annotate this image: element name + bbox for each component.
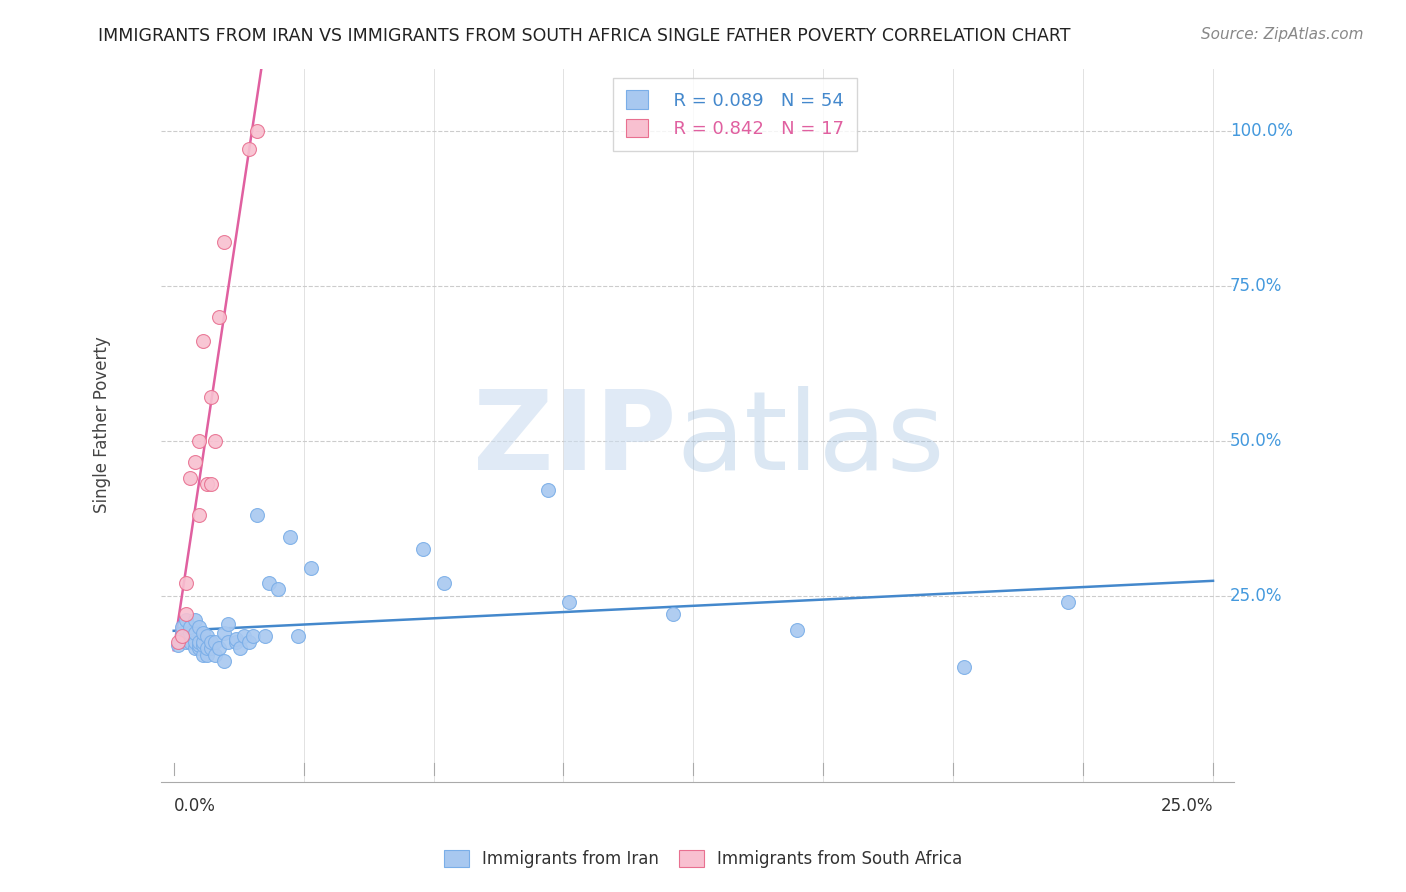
Point (233, 629, 256, 643)
Point (191, 638, 214, 652)
Point (187, 508, 209, 522)
Point (786, 623, 808, 637)
Text: 25.0%: 25.0% (1230, 587, 1282, 605)
Point (557, 595, 579, 609)
Point (195, 641, 218, 656)
Point (195, 477, 218, 491)
Point (254, 629, 277, 643)
Point (170, 629, 193, 643)
Point (200, 390, 222, 404)
Point (191, 635, 214, 649)
Legend:   R = 0.089   N = 54,   R = 0.842   N = 17: R = 0.089 N = 54, R = 0.842 N = 17 (613, 78, 856, 151)
Text: ZIP: ZIP (472, 386, 676, 493)
Point (183, 614, 205, 628)
Point (229, 641, 252, 656)
Point (208, 641, 231, 656)
Text: Source: ZipAtlas.com: Source: ZipAtlas.com (1201, 27, 1364, 42)
Point (187, 641, 209, 656)
Point (204, 635, 226, 649)
Text: 50.0%: 50.0% (1230, 432, 1282, 450)
Point (661, 607, 683, 622)
Point (242, 629, 264, 643)
Point (266, 582, 288, 597)
Point (195, 648, 218, 662)
Point (179, 635, 201, 649)
Point (179, 619, 201, 633)
Point (212, 625, 235, 640)
Point (179, 471, 201, 485)
Point (174, 632, 197, 646)
Point (299, 560, 322, 574)
Point (200, 635, 222, 649)
Text: 0.0%: 0.0% (174, 797, 215, 815)
Point (167, 638, 190, 652)
Point (412, 542, 434, 557)
Point (170, 625, 193, 640)
Point (225, 635, 247, 649)
Point (238, 635, 260, 649)
Text: 75.0%: 75.0% (1230, 277, 1282, 294)
Point (187, 638, 209, 652)
Point (174, 576, 197, 591)
Point (287, 629, 309, 643)
Point (167, 635, 190, 649)
Point (183, 625, 205, 640)
Point (212, 654, 235, 668)
Point (238, 142, 260, 156)
Point (191, 625, 214, 640)
Point (246, 123, 269, 137)
Point (174, 607, 197, 622)
Point (170, 619, 193, 633)
Point (183, 455, 205, 469)
Point (204, 434, 226, 448)
Text: IMMIGRANTS FROM IRAN VS IMMIGRANTS FROM SOUTH AFRICA SINGLE FATHER POVERTY CORRE: IMMIGRANTS FROM IRAN VS IMMIGRANTS FROM … (98, 27, 1071, 45)
Point (952, 660, 974, 674)
Point (191, 648, 214, 662)
Point (200, 641, 222, 656)
Point (187, 635, 209, 649)
Point (183, 641, 205, 656)
Point (187, 619, 209, 633)
Point (208, 310, 231, 324)
Point (195, 629, 218, 643)
Text: atlas: atlas (676, 386, 945, 493)
Point (246, 508, 269, 522)
Text: 100.0%: 100.0% (1230, 121, 1292, 139)
Point (433, 576, 456, 591)
Point (183, 635, 205, 649)
Point (1056, 595, 1078, 609)
Text: Single Father Poverty: Single Father Poverty (93, 336, 111, 514)
Point (200, 477, 222, 491)
Point (204, 648, 226, 662)
Point (212, 235, 235, 249)
Point (217, 616, 239, 631)
Point (217, 635, 239, 649)
Point (179, 625, 201, 640)
Point (259, 576, 281, 591)
Point (537, 483, 560, 498)
Text: 25.0%: 25.0% (1160, 797, 1213, 815)
Point (278, 530, 301, 544)
Point (174, 614, 197, 628)
Legend: Immigrants from Iran, Immigrants from South Africa: Immigrants from Iran, Immigrants from So… (437, 843, 969, 875)
Point (225, 632, 247, 646)
Point (191, 334, 214, 349)
Point (174, 635, 197, 649)
Point (187, 434, 209, 448)
